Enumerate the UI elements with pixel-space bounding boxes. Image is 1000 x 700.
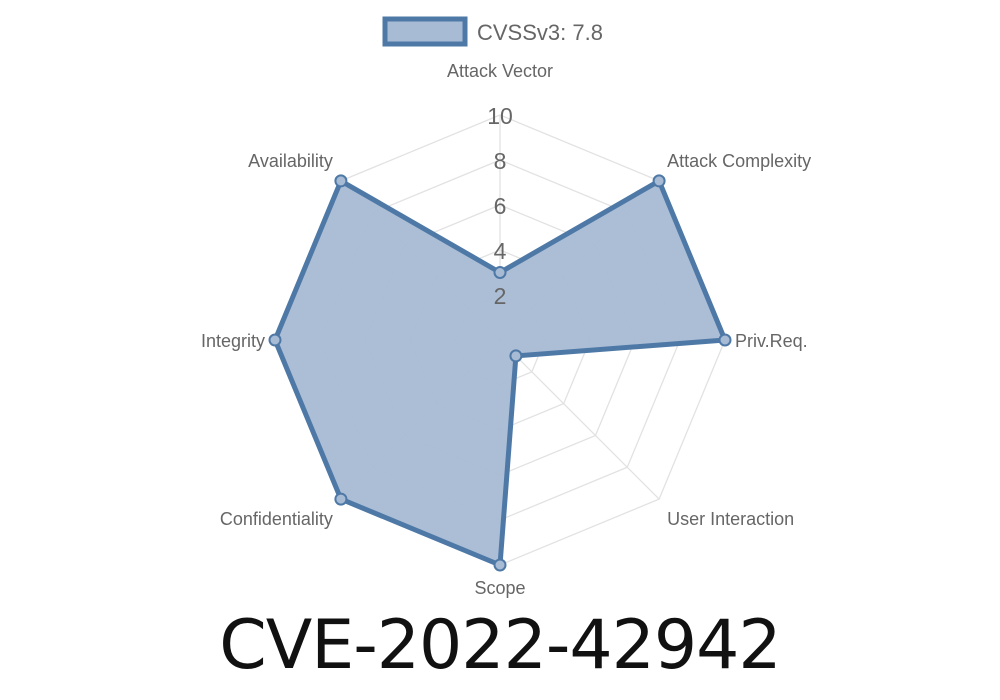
data-point bbox=[334, 492, 348, 506]
axis-label: Integrity bbox=[201, 331, 265, 351]
axis-label: Confidentiality bbox=[220, 509, 333, 529]
axis-label: Attack Vector bbox=[447, 61, 553, 81]
legend-swatch bbox=[382, 16, 468, 47]
tick-label: 8 bbox=[494, 148, 507, 174]
tick-label: 10 bbox=[487, 103, 513, 129]
data-point bbox=[652, 174, 666, 188]
axis-label: Availability bbox=[248, 151, 333, 171]
chart-title: CVE-2022-42942 bbox=[219, 606, 781, 685]
data-point bbox=[268, 333, 282, 347]
tick-label: 6 bbox=[494, 193, 507, 219]
data-point bbox=[509, 349, 523, 363]
axis-label: User Interaction bbox=[667, 509, 794, 529]
tick-label: 2 bbox=[494, 283, 507, 309]
tick-label: 4 bbox=[494, 238, 507, 264]
data-point bbox=[493, 266, 507, 279]
axis-label: Attack Complexity bbox=[667, 151, 811, 171]
axis-label: Scope bbox=[474, 578, 525, 598]
grid-spoke bbox=[499, 339, 660, 500]
legend-label: CVSSv3: 7.8 bbox=[477, 20, 603, 45]
axis-label: Priv.Req. bbox=[735, 331, 808, 351]
data-point bbox=[334, 174, 348, 188]
data-point bbox=[493, 558, 507, 572]
data-point bbox=[718, 333, 732, 347]
